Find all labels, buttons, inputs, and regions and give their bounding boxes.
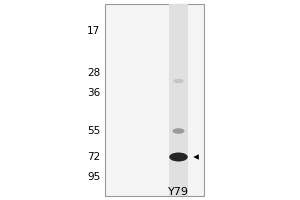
Text: 55: 55 <box>87 126 101 136</box>
Ellipse shape <box>172 128 184 134</box>
Text: 95: 95 <box>87 172 101 182</box>
Text: 28: 28 <box>87 68 101 78</box>
Ellipse shape <box>173 79 184 83</box>
Ellipse shape <box>169 152 188 162</box>
Bar <box>169 4 188 196</box>
Bar <box>105 4 204 196</box>
Text: 17: 17 <box>87 26 101 36</box>
Text: 36: 36 <box>87 88 101 98</box>
Text: 72: 72 <box>87 152 101 162</box>
Text: Y79: Y79 <box>168 187 189 197</box>
